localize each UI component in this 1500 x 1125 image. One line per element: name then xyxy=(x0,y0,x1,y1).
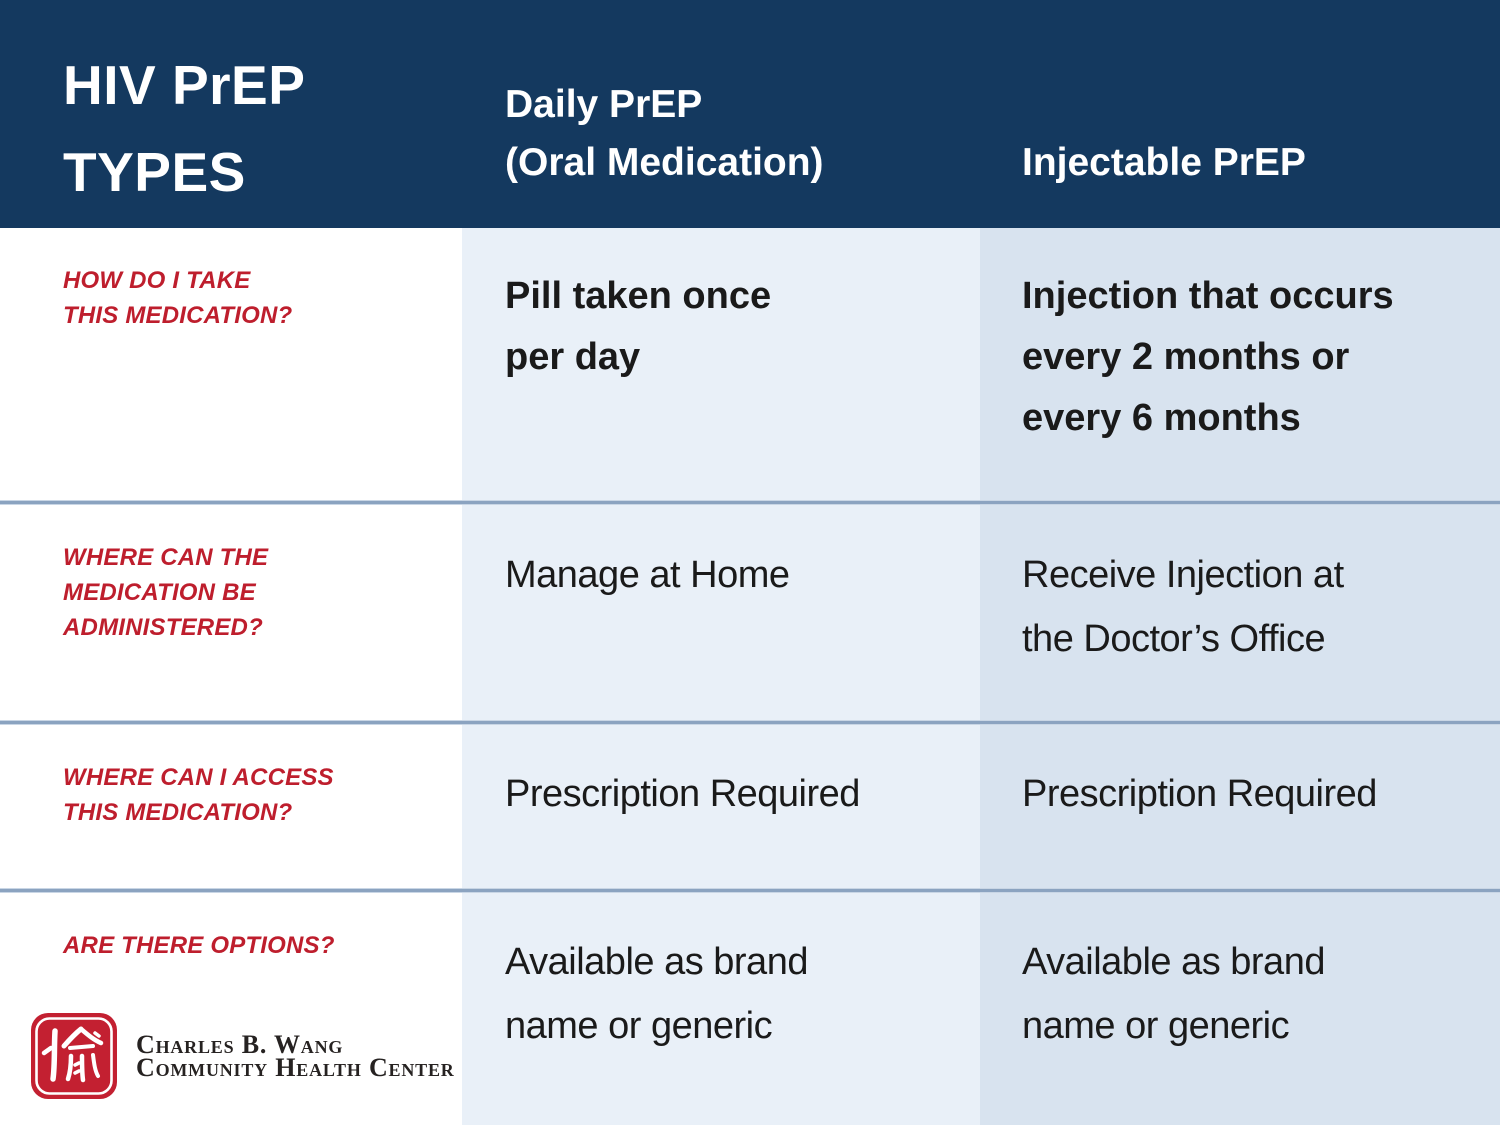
organization-name: Charles B. Wang Community Health Center xyxy=(136,1030,455,1082)
question-where-access: WHERE CAN I ACCESS THIS MEDICATION? xyxy=(63,764,334,826)
row-divider xyxy=(0,889,1500,892)
injectable-prep-column-background xyxy=(980,228,1500,1125)
answer-daily-how-taken: Pill taken once per day xyxy=(505,275,772,378)
question-where-administered: WHERE CAN THE MEDICATION BE ADMINISTERED… xyxy=(63,544,269,641)
answer-injectable-where-administered: Receive Injection at the Doctor’s Office xyxy=(1022,554,1344,660)
row-divider xyxy=(0,721,1500,724)
question-are-there-options: ARE THERE OPTIONS? xyxy=(63,932,335,959)
column-header-daily-prep: Daily PrEP (Oral Medication) xyxy=(505,83,824,184)
answer-injectable-access: Prescription Required xyxy=(1022,773,1377,815)
column-header-injectable-prep: Injectable PrEP xyxy=(1022,141,1306,184)
question-how-do-i-take: HOW DO I TAKE THIS MEDICATION? xyxy=(63,267,293,329)
header-band xyxy=(0,0,1500,228)
answer-daily-options: Available as brand name or generic xyxy=(505,941,808,1047)
answer-daily-access: Prescription Required xyxy=(505,773,860,815)
organization-name-line2: Community Health Center xyxy=(136,1053,455,1082)
page-title: HIV PrEP TYPES xyxy=(63,54,306,203)
answer-daily-where-administered: Manage at Home xyxy=(505,554,790,596)
answer-injectable-options: Available as brand name or generic xyxy=(1022,941,1325,1047)
answer-injectable-how-taken: Injection that occurs every 2 months or … xyxy=(1022,275,1394,439)
organization-logo: Charles B. Wang Community Health Center xyxy=(31,1013,455,1099)
daily-prep-column-background xyxy=(462,228,980,1125)
row-divider xyxy=(0,501,1500,504)
organization-name-line1: Charles B. Wang xyxy=(136,1030,344,1059)
cbw-calligraphy-logo-icon xyxy=(31,1013,117,1099)
